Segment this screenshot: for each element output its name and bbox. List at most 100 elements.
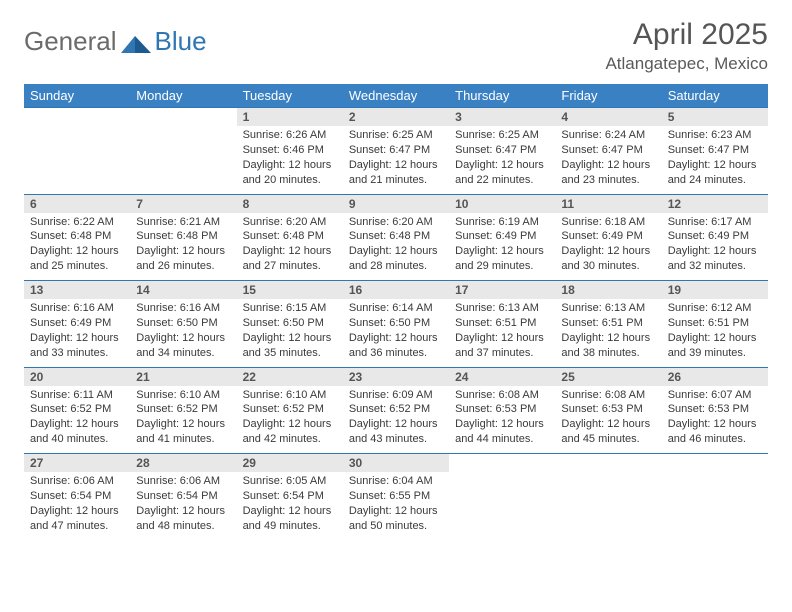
day-cell: Sunrise: 6:23 AMSunset: 6:47 PMDaylight:… (662, 126, 768, 194)
sunrise-text: Sunrise: 6:16 AM (136, 301, 230, 316)
day-cell: Sunrise: 6:07 AMSunset: 6:53 PMDaylight:… (662, 386, 768, 454)
daylight-text: Daylight: 12 hours and 43 minutes. (349, 417, 443, 447)
sunrise-text: Sunrise: 6:05 AM (243, 474, 337, 489)
day-cell (24, 126, 130, 194)
day-header-row: Sunday Monday Tuesday Wednesday Thursday… (24, 84, 768, 108)
day-cell: Sunrise: 6:20 AMSunset: 6:48 PMDaylight:… (343, 213, 449, 281)
sunset-text: Sunset: 6:46 PM (243, 143, 337, 158)
page: General Blue April 2025 Atlangatepec, Me… (0, 0, 792, 558)
daylight-text: Daylight: 12 hours and 30 minutes. (561, 244, 655, 274)
day-number: 26 (662, 367, 768, 386)
day-cell: Sunrise: 6:24 AMSunset: 6:47 PMDaylight:… (555, 126, 661, 194)
day-cell: Sunrise: 6:08 AMSunset: 6:53 PMDaylight:… (555, 386, 661, 454)
day-cell: Sunrise: 6:13 AMSunset: 6:51 PMDaylight:… (555, 299, 661, 367)
day-number: 21 (130, 367, 236, 386)
content-row: Sunrise: 6:16 AMSunset: 6:49 PMDaylight:… (24, 299, 768, 367)
sunrise-text: Sunrise: 6:25 AM (349, 128, 443, 143)
daynum-row: 27282930 (24, 454, 768, 473)
day-cell: Sunrise: 6:18 AMSunset: 6:49 PMDaylight:… (555, 213, 661, 281)
day-number: 13 (24, 281, 130, 300)
sunset-text: Sunset: 6:47 PM (349, 143, 443, 158)
sunrise-text: Sunrise: 6:15 AM (243, 301, 337, 316)
day-cell: Sunrise: 6:10 AMSunset: 6:52 PMDaylight:… (130, 386, 236, 454)
sunset-text: Sunset: 6:53 PM (455, 402, 549, 417)
day-number (662, 454, 768, 473)
sunrise-text: Sunrise: 6:10 AM (136, 388, 230, 403)
day-cell (130, 126, 236, 194)
day-cell: Sunrise: 6:04 AMSunset: 6:55 PMDaylight:… (343, 472, 449, 540)
day-cell: Sunrise: 6:25 AMSunset: 6:47 PMDaylight:… (343, 126, 449, 194)
day-number: 11 (555, 194, 661, 213)
sunrise-text: Sunrise: 6:08 AM (561, 388, 655, 403)
daylight-text: Daylight: 12 hours and 40 minutes. (30, 417, 124, 447)
day-header: Wednesday (343, 84, 449, 108)
day-cell (555, 472, 661, 540)
daylight-text: Daylight: 12 hours and 42 minutes. (243, 417, 337, 447)
sunset-text: Sunset: 6:53 PM (561, 402, 655, 417)
day-number: 6 (24, 194, 130, 213)
sunset-text: Sunset: 6:52 PM (136, 402, 230, 417)
daylight-text: Daylight: 12 hours and 48 minutes. (136, 504, 230, 534)
day-number: 29 (237, 454, 343, 473)
title-block: April 2025 Atlangatepec, Mexico (605, 18, 768, 74)
day-number: 5 (662, 108, 768, 127)
sunset-text: Sunset: 6:52 PM (30, 402, 124, 417)
daylight-text: Daylight: 12 hours and 38 minutes. (561, 331, 655, 361)
logo: General Blue (24, 26, 207, 57)
day-cell (662, 472, 768, 540)
day-cell: Sunrise: 6:25 AMSunset: 6:47 PMDaylight:… (449, 126, 555, 194)
daylight-text: Daylight: 12 hours and 47 minutes. (30, 504, 124, 534)
calendar-table: Sunday Monday Tuesday Wednesday Thursday… (24, 84, 768, 540)
day-number (130, 108, 236, 127)
sunrise-text: Sunrise: 6:14 AM (349, 301, 443, 316)
sunrise-text: Sunrise: 6:13 AM (455, 301, 549, 316)
sunset-text: Sunset: 6:51 PM (455, 316, 549, 331)
daylight-text: Daylight: 12 hours and 32 minutes. (668, 244, 762, 274)
day-cell: Sunrise: 6:16 AMSunset: 6:50 PMDaylight:… (130, 299, 236, 367)
day-cell: Sunrise: 6:09 AMSunset: 6:52 PMDaylight:… (343, 386, 449, 454)
daylight-text: Daylight: 12 hours and 49 minutes. (243, 504, 337, 534)
day-number: 2 (343, 108, 449, 127)
sunrise-text: Sunrise: 6:22 AM (30, 215, 124, 230)
logo-word2: Blue (155, 26, 207, 57)
month-title: April 2025 (605, 18, 768, 52)
sunset-text: Sunset: 6:50 PM (243, 316, 337, 331)
sunset-text: Sunset: 6:49 PM (561, 229, 655, 244)
sunrise-text: Sunrise: 6:21 AM (136, 215, 230, 230)
day-header: Monday (130, 84, 236, 108)
day-number: 7 (130, 194, 236, 213)
sunrise-text: Sunrise: 6:16 AM (30, 301, 124, 316)
daylight-text: Daylight: 12 hours and 24 minutes. (668, 158, 762, 188)
sunrise-text: Sunrise: 6:13 AM (561, 301, 655, 316)
day-number: 16 (343, 281, 449, 300)
sunset-text: Sunset: 6:51 PM (561, 316, 655, 331)
day-cell: Sunrise: 6:10 AMSunset: 6:52 PMDaylight:… (237, 386, 343, 454)
day-number (24, 108, 130, 127)
day-number: 27 (24, 454, 130, 473)
day-cell: Sunrise: 6:22 AMSunset: 6:48 PMDaylight:… (24, 213, 130, 281)
day-header: Saturday (662, 84, 768, 108)
day-number: 17 (449, 281, 555, 300)
sunrise-text: Sunrise: 6:09 AM (349, 388, 443, 403)
day-number: 23 (343, 367, 449, 386)
daylight-text: Daylight: 12 hours and 20 minutes. (243, 158, 337, 188)
sunrise-text: Sunrise: 6:26 AM (243, 128, 337, 143)
daylight-text: Daylight: 12 hours and 26 minutes. (136, 244, 230, 274)
daylight-text: Daylight: 12 hours and 36 minutes. (349, 331, 443, 361)
day-cell: Sunrise: 6:05 AMSunset: 6:54 PMDaylight:… (237, 472, 343, 540)
sunset-text: Sunset: 6:49 PM (668, 229, 762, 244)
logo-word1: General (24, 26, 117, 57)
location: Atlangatepec, Mexico (605, 54, 768, 74)
sunset-text: Sunset: 6:52 PM (243, 402, 337, 417)
logo-mark-icon (121, 31, 151, 53)
sunset-text: Sunset: 6:50 PM (349, 316, 443, 331)
day-number: 28 (130, 454, 236, 473)
day-header: Tuesday (237, 84, 343, 108)
day-number: 22 (237, 367, 343, 386)
sunrise-text: Sunrise: 6:06 AM (136, 474, 230, 489)
day-number: 15 (237, 281, 343, 300)
daylight-text: Daylight: 12 hours and 27 minutes. (243, 244, 337, 274)
day-cell: Sunrise: 6:12 AMSunset: 6:51 PMDaylight:… (662, 299, 768, 367)
daynum-row: 20212223242526 (24, 367, 768, 386)
daylight-text: Daylight: 12 hours and 50 minutes. (349, 504, 443, 534)
